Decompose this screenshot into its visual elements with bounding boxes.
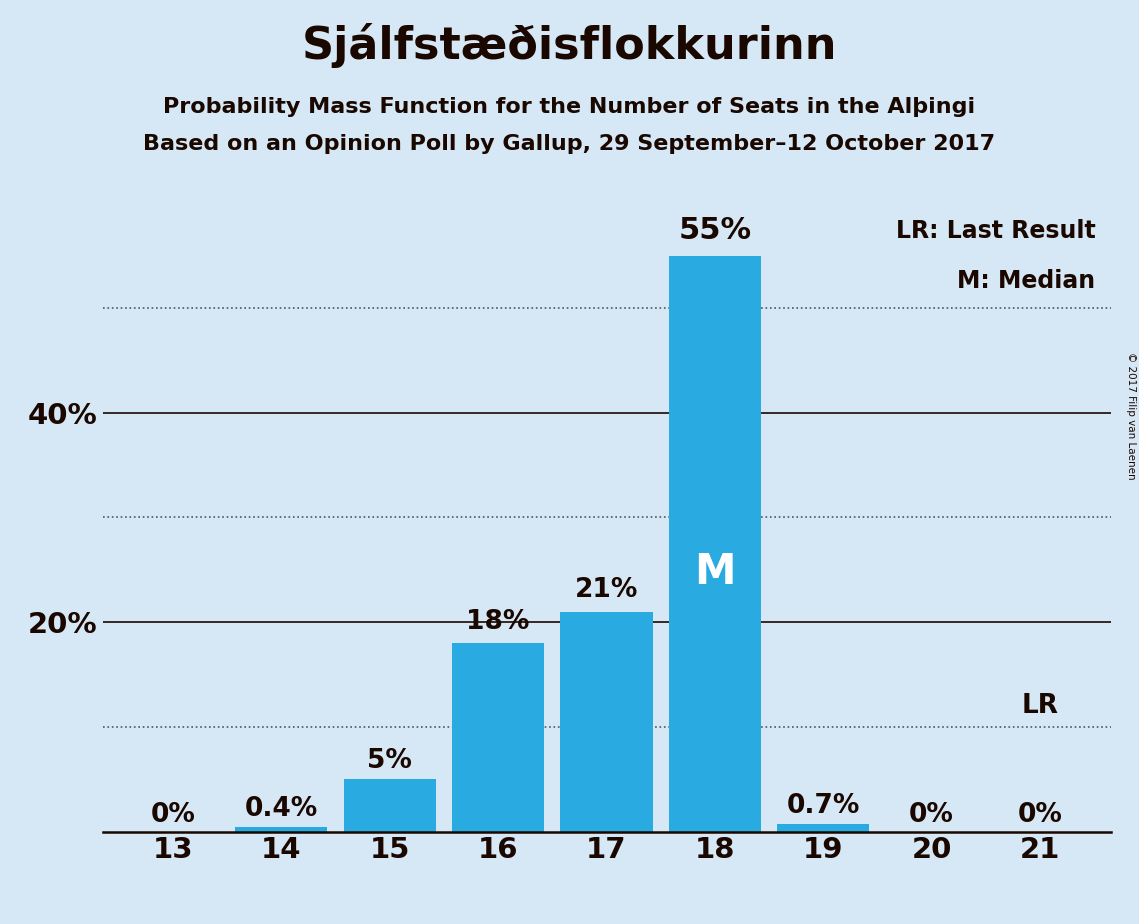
Text: M: M xyxy=(694,552,736,593)
Bar xyxy=(560,612,653,832)
Bar xyxy=(452,643,544,832)
Text: 21%: 21% xyxy=(575,578,638,603)
Bar xyxy=(669,256,761,832)
Text: 0.7%: 0.7% xyxy=(787,793,860,819)
Bar xyxy=(777,824,869,832)
Text: 0%: 0% xyxy=(1017,802,1063,829)
Text: Sjálfstæðisflokkurinn: Sjálfstæðisflokkurinn xyxy=(302,23,837,68)
Text: © 2017 Filip van Laenen: © 2017 Filip van Laenen xyxy=(1126,352,1136,480)
Text: 0.4%: 0.4% xyxy=(245,796,318,822)
Text: M: Median: M: Median xyxy=(957,269,1096,293)
Bar xyxy=(236,827,327,832)
Text: 5%: 5% xyxy=(367,748,412,774)
Bar xyxy=(344,779,436,832)
Text: 0%: 0% xyxy=(909,802,954,829)
Text: LR: Last Result: LR: Last Result xyxy=(895,219,1096,243)
Text: LR: LR xyxy=(1022,692,1058,719)
Text: 18%: 18% xyxy=(467,609,530,635)
Text: 0%: 0% xyxy=(150,802,196,829)
Text: Based on an Opinion Poll by Gallup, 29 September–12 October 2017: Based on an Opinion Poll by Gallup, 29 S… xyxy=(144,134,995,154)
Text: Probability Mass Function for the Number of Seats in the Alþingi: Probability Mass Function for the Number… xyxy=(163,97,976,117)
Text: 55%: 55% xyxy=(679,216,752,245)
